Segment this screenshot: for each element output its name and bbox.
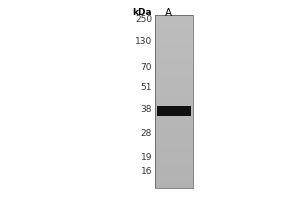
Text: 51: 51 bbox=[140, 84, 152, 92]
Bar bbox=[157, 106, 191, 116]
Text: 19: 19 bbox=[140, 154, 152, 162]
Bar bbox=[155, 15, 193, 188]
Text: 38: 38 bbox=[140, 106, 152, 114]
Text: A: A bbox=[164, 8, 172, 18]
Text: 16: 16 bbox=[140, 168, 152, 176]
Text: 28: 28 bbox=[141, 129, 152, 138]
Text: 250: 250 bbox=[135, 16, 152, 24]
Text: 130: 130 bbox=[135, 38, 152, 46]
Text: kDa: kDa bbox=[132, 8, 152, 17]
Text: 70: 70 bbox=[140, 64, 152, 72]
